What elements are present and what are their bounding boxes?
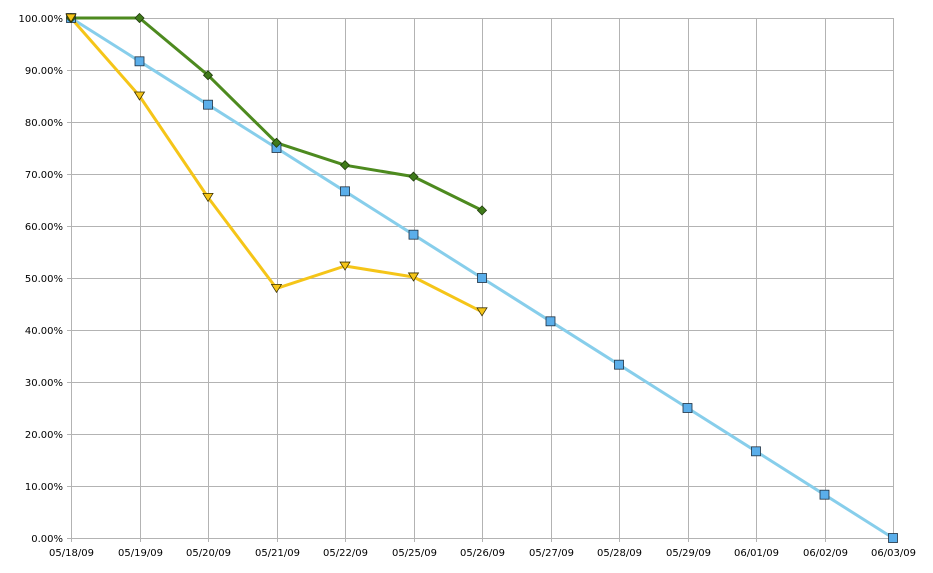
x-tick-label: 05/22/09 <box>323 548 368 559</box>
data-point-diamond <box>408 171 419 182</box>
x-tick-label: 05/25/09 <box>392 548 437 559</box>
data-point-diamond <box>134 12 145 24</box>
x-tick-label: 05/26/09 <box>460 548 505 559</box>
data-point-square <box>819 489 830 500</box>
x-tick-label: 05/20/09 <box>186 548 231 559</box>
data-point-triangle <box>202 192 214 203</box>
y-tick-label: 30.00% <box>25 378 63 389</box>
x-tick-label: 05/19/09 <box>118 548 163 559</box>
data-point-square <box>751 446 761 457</box>
data-point-square <box>888 533 898 543</box>
data-point-square <box>545 316 556 327</box>
x-tick-label: 05/29/09 <box>666 548 711 559</box>
data-point-diamond <box>271 137 282 148</box>
data-point-diamond <box>339 160 351 171</box>
x-tick-label: 05/21/09 <box>255 548 300 559</box>
y-tick-label: 10.00% <box>25 482 63 493</box>
data-point-triangle <box>476 307 488 317</box>
axes: 0.00% 10.00% 20.00% 30.00% 40.00% 50.00% 60.00… <box>19 14 916 559</box>
y-tick-label: 40.00% <box>25 326 63 337</box>
data-point-square <box>477 273 487 283</box>
data-point-square <box>408 229 419 240</box>
data-point-square <box>614 359 624 370</box>
data-point-triangle <box>339 261 351 271</box>
data-point-triangle <box>407 272 420 282</box>
y-tick-label: 0.00% <box>31 534 63 545</box>
x-tick-label: 05/28/09 <box>597 548 642 559</box>
y-tick-label: 100.00% <box>19 14 64 25</box>
data-point-square <box>203 99 213 110</box>
series-markers <box>65 12 898 543</box>
y-tick-label: 80.00% <box>25 118 63 129</box>
data-point-triangle <box>65 13 77 23</box>
data-point-square <box>682 403 693 413</box>
x-tick-label: 06/03/09 <box>871 548 916 559</box>
y-tick-label: 20.00% <box>25 430 63 441</box>
data-point-square <box>134 56 145 67</box>
data-point-diamond <box>202 70 214 81</box>
x-tick-label: 06/02/09 <box>803 548 848 559</box>
data-point-triangle <box>270 283 283 294</box>
y-tick-label: 70.00% <box>25 170 63 181</box>
x-tick-label: 05/27/09 <box>529 548 574 559</box>
data-point-square <box>340 186 350 197</box>
y-tick-label: 90.00% <box>25 66 63 77</box>
x-tick-label: 06/01/09 <box>734 548 779 559</box>
y-tick-label: 50.00% <box>25 274 63 285</box>
y-tick-label: 60.00% <box>25 222 63 233</box>
data-point-triangle <box>133 91 146 101</box>
x-tick-label: 05/18/09 <box>49 548 94 559</box>
data-point-diamond <box>476 205 488 216</box>
plot-frame <box>71 18 894 539</box>
